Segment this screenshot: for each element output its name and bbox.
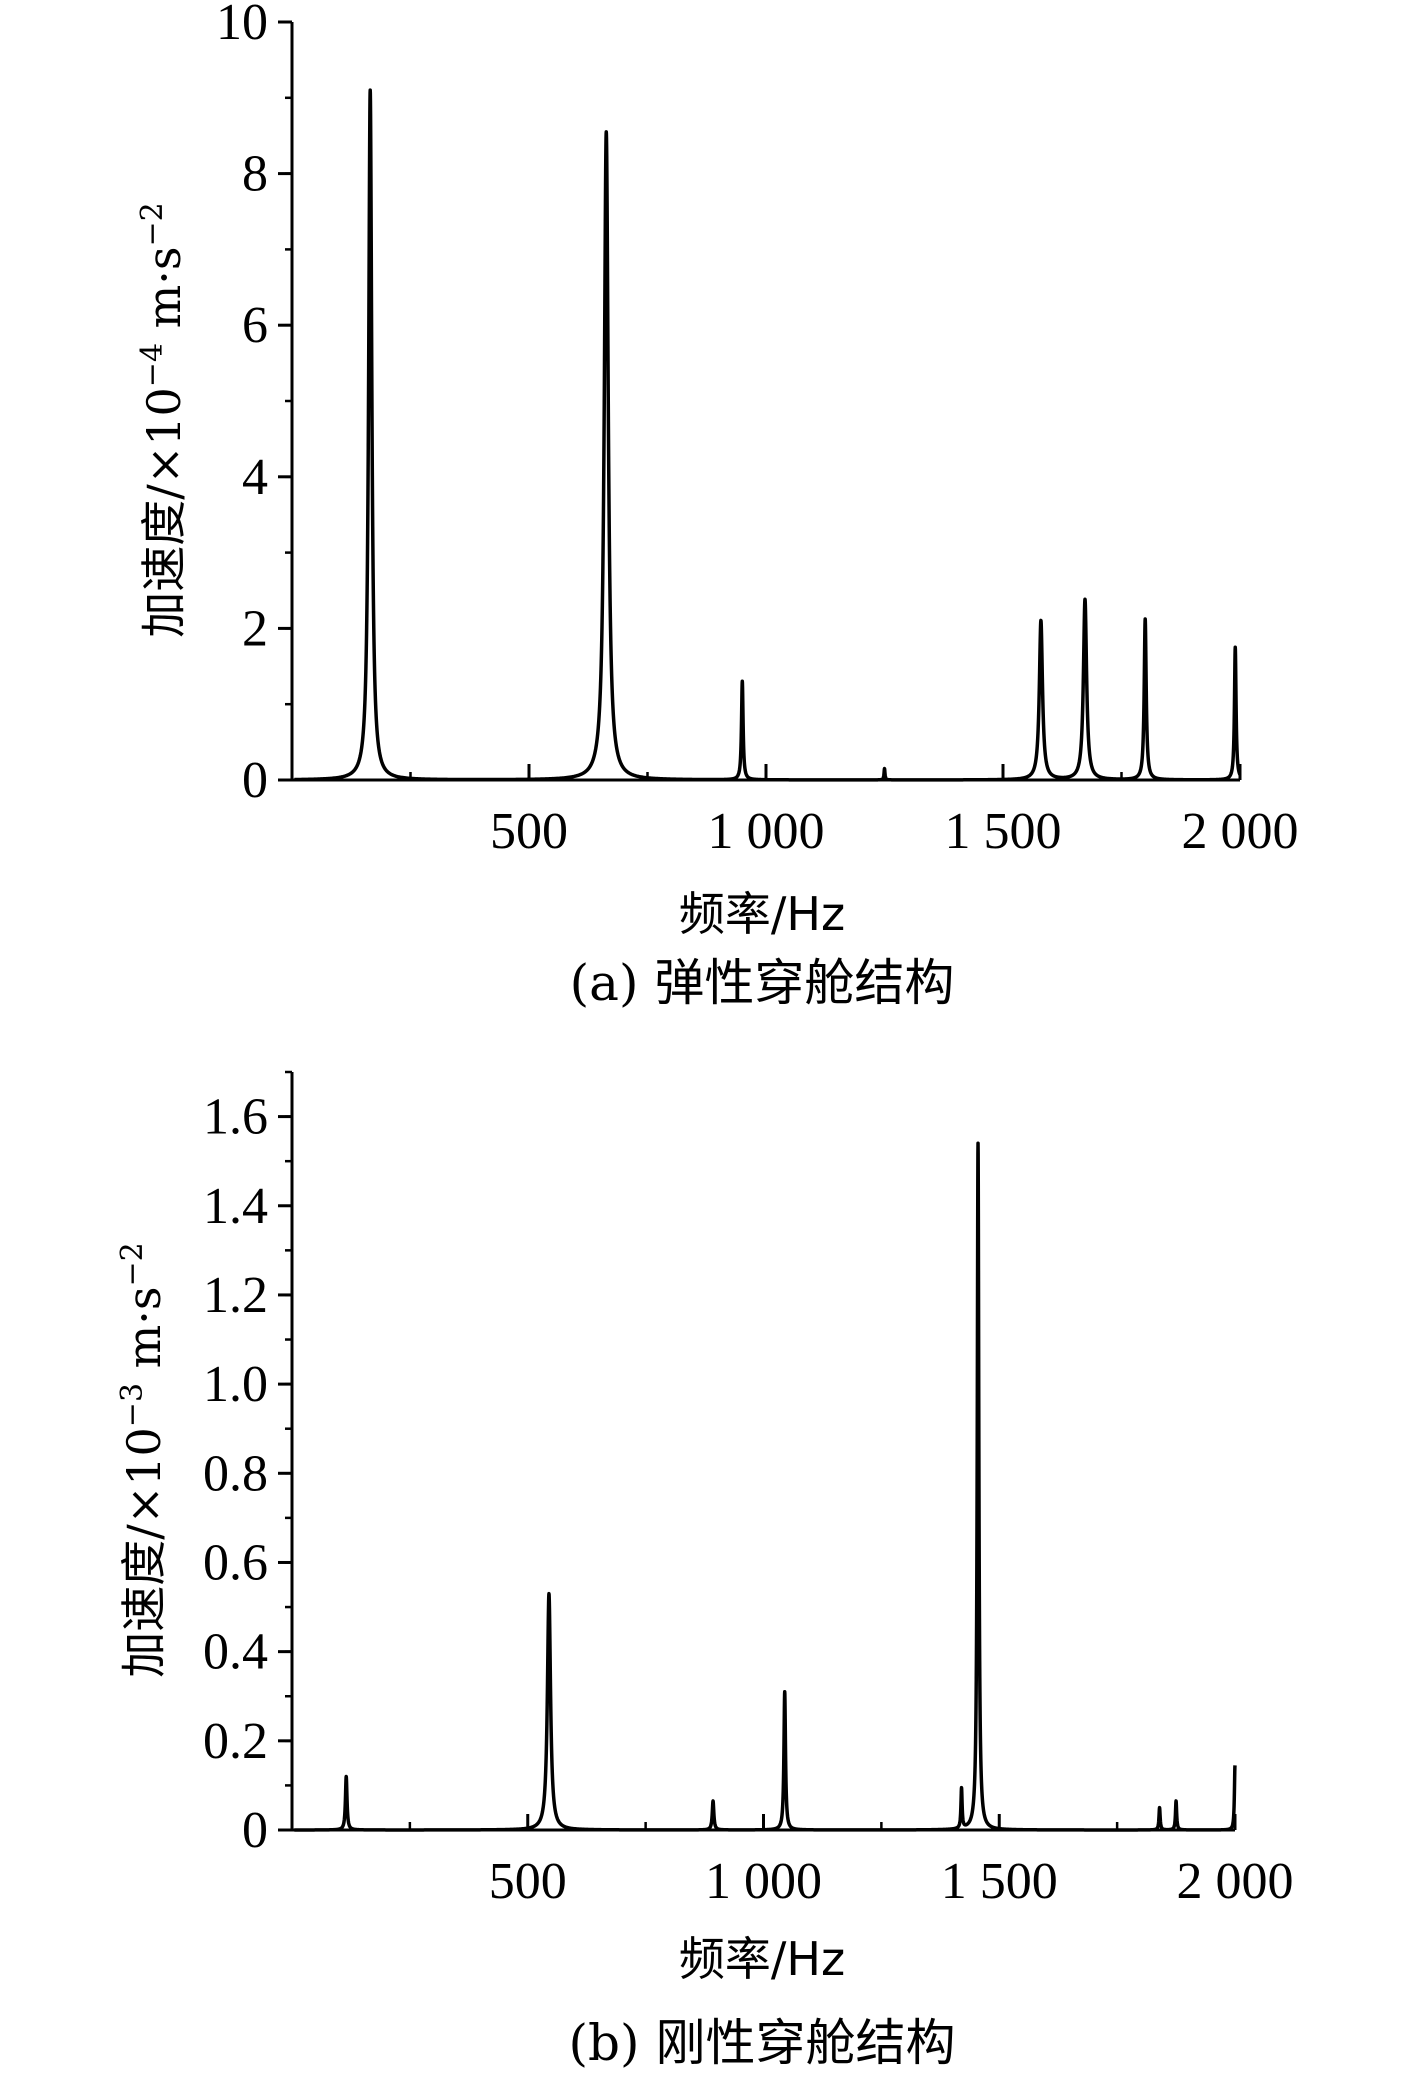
caption-a: (a) 弹性穿舱结构 bbox=[570, 954, 955, 1012]
x-tick-label: 1 000 bbox=[708, 803, 825, 860]
x-tick-label: 2 000 bbox=[1177, 1853, 1294, 1910]
chart-panel-b: 加速度/×10−3 m·s−2 频率/Hz (b) 刚性穿舱结构 0 0.2 0.4… bbox=[115, 1070, 1294, 2072]
x-axis-label-b: 频率/Hz bbox=[679, 1932, 845, 1986]
x-tick-label: 1 500 bbox=[941, 1853, 1058, 1910]
spectrum-line bbox=[293, 88, 1242, 782]
y-axis-label-b: 加速度/×10−3 m·s−2 bbox=[115, 1242, 171, 1678]
y-tick-label: 0.4 bbox=[203, 1624, 268, 1681]
x-tick-label: 1 500 bbox=[945, 803, 1062, 860]
y-tick-label: 1.2 bbox=[203, 1267, 268, 1324]
chart-panel-a: 加速度/×10−4 m·s−2 频率/Hz (a) 弹性穿舱结构 0 2 4 6 8 10… bbox=[135, 0, 1299, 1012]
caption-b: (b) 刚性穿舱结构 bbox=[569, 2014, 956, 2072]
y-tick-label: 0 bbox=[242, 752, 268, 809]
y-tick-label: 0.2 bbox=[203, 1713, 268, 1770]
y-tick-label: 1.0 bbox=[203, 1356, 268, 1413]
y-tick-label: 8 bbox=[242, 146, 268, 203]
y-tick-label: 6 bbox=[242, 297, 268, 354]
x-tick-label: 1 000 bbox=[705, 1853, 822, 1910]
x-tick-label: 500 bbox=[489, 1853, 567, 1910]
x-tick-label: 500 bbox=[490, 803, 568, 860]
y-tick-label: 4 bbox=[242, 449, 268, 506]
y-tick-label: 10 bbox=[216, 0, 268, 51]
spectrum-line bbox=[293, 1141, 1237, 1832]
x-axis-label-a: 频率/Hz bbox=[679, 887, 845, 941]
y-tick-label: 0.8 bbox=[203, 1445, 268, 1502]
y-tick-label: 0.6 bbox=[203, 1534, 268, 1591]
y-tick-label: 1.6 bbox=[203, 1089, 268, 1146]
y-tick-label: 2 bbox=[242, 600, 268, 657]
y-axis-label-a: 加速度/×10−4 m·s−2 bbox=[135, 202, 191, 638]
y-tick-label: 1.4 bbox=[203, 1178, 268, 1235]
y-tick-label: 0 bbox=[242, 1802, 268, 1859]
x-tick-label: 2 000 bbox=[1182, 803, 1299, 860]
